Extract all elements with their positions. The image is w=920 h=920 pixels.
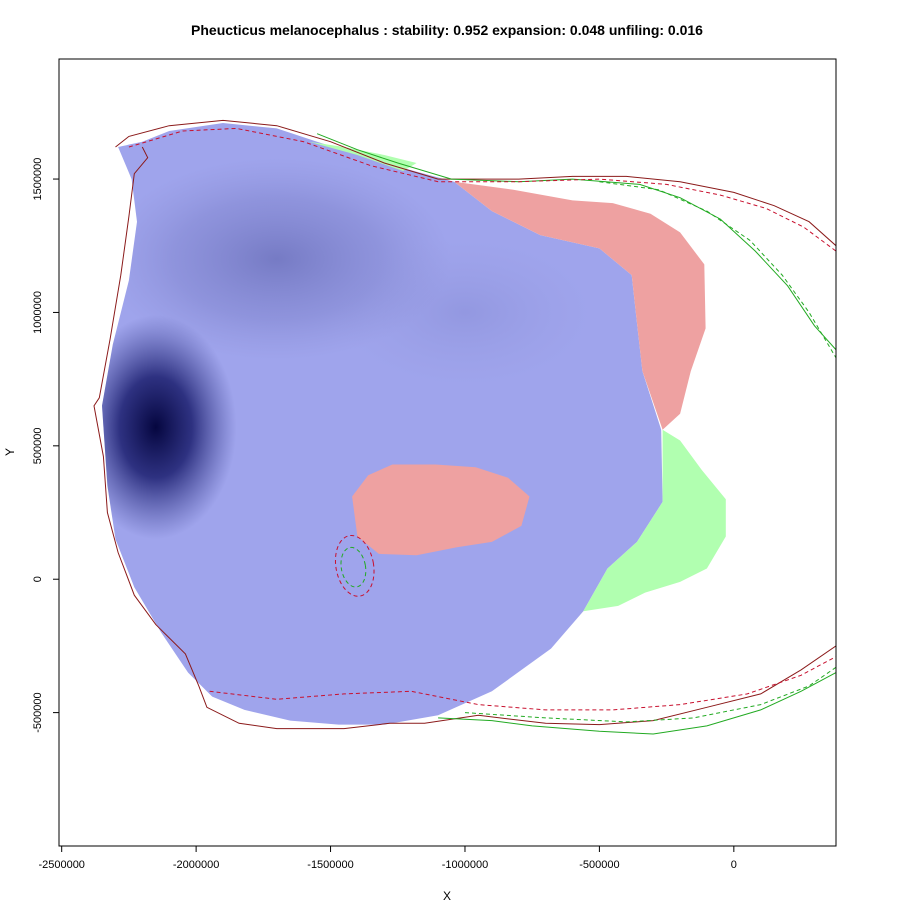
y-tick-label: 0 (32, 576, 44, 582)
unfilling-region-center (352, 464, 530, 556)
density-peak-1 (102, 315, 237, 540)
invaded-outline-bottom (438, 672, 836, 735)
y-tick-label: -500000 (32, 692, 44, 732)
x-axis: -2500000 -2000000 -1500000 -1000000 -500000 0 (38, 845, 737, 871)
expansion-region-east (583, 429, 726, 612)
x-tick-label: -1500000 (307, 859, 354, 871)
invaded-outline-top (316, 133, 836, 351)
y-axis-label: Y (3, 448, 17, 456)
invaded-kde-contour-bottom (464, 666, 836, 723)
x-tick-label: -1000000 (442, 859, 489, 871)
expansion-region-top (309, 141, 417, 171)
native-kde-contour-bottom (209, 656, 836, 711)
unfilling-region-east (454, 181, 706, 430)
native-outline-left (93, 146, 836, 730)
x-tick-label: -2000000 (173, 859, 220, 871)
native-ellipse (334, 534, 375, 597)
y-axis: -500000 0 500000 1000000 1500000 (32, 158, 60, 733)
invaded-ellipse (340, 546, 367, 588)
x-tick-label: -2500000 (38, 859, 85, 871)
native-kde-contour-top (128, 127, 836, 252)
density-layer (102, 157, 595, 540)
x-axis-label: X (443, 889, 451, 903)
plot-area (93, 119, 836, 735)
y-tick-label: 500000 (32, 427, 44, 464)
x-tick-label: -500000 (579, 859, 619, 871)
density-peak-3 (335, 237, 595, 388)
native-outline-top (115, 119, 836, 247)
x-tick-label: 0 (731, 859, 737, 871)
chart-title: Pheucticus melanocephalus : stability: 0… (191, 22, 703, 38)
y-tick-label: 1000000 (32, 291, 44, 334)
invaded-kde-contour-top (599, 181, 836, 359)
y-tick-label: 1500000 (32, 158, 44, 201)
